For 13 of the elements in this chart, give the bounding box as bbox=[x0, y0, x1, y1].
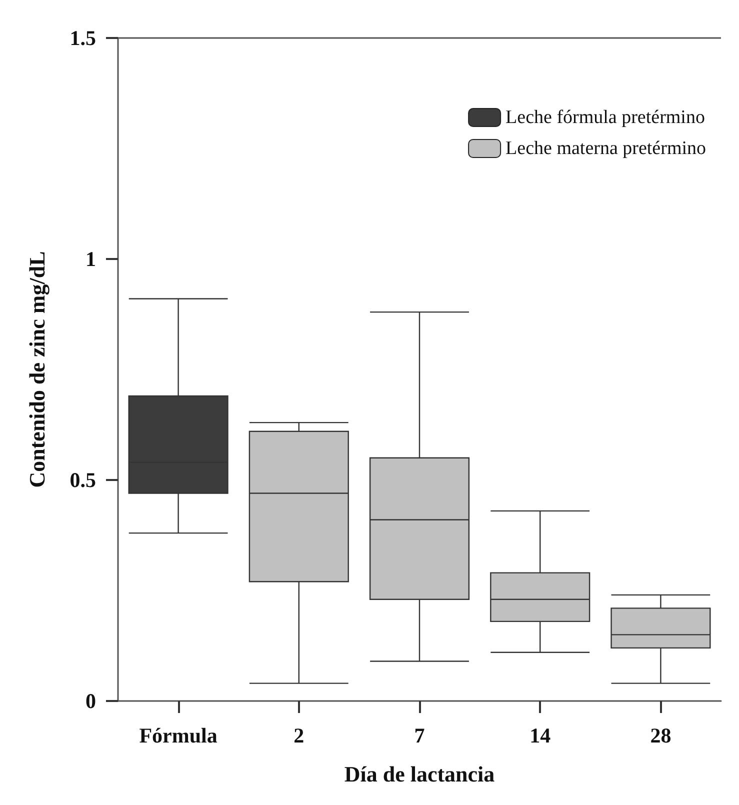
x-tick-label: 14 bbox=[530, 724, 552, 748]
x-tick-label: 2 bbox=[294, 724, 304, 748]
y-tick-label: 0 bbox=[86, 689, 96, 713]
legend-label: Leche materna pretérmino bbox=[506, 138, 706, 159]
x-tick-label: 28 bbox=[650, 724, 672, 748]
y-tick-label: 1.5 bbox=[70, 26, 96, 50]
y-axis-title: Contenido de zinc mg/dL bbox=[24, 251, 50, 488]
y-tick-label: 1 bbox=[86, 247, 96, 271]
x-axis-title: Día de lactancia bbox=[344, 762, 495, 786]
y-tick-label: 0.5 bbox=[70, 468, 96, 492]
legend-label: Leche fórmula pretérmino bbox=[506, 107, 705, 128]
x-tick-label: 7 bbox=[414, 724, 425, 748]
x-tick-label: Fórmula bbox=[139, 724, 218, 748]
